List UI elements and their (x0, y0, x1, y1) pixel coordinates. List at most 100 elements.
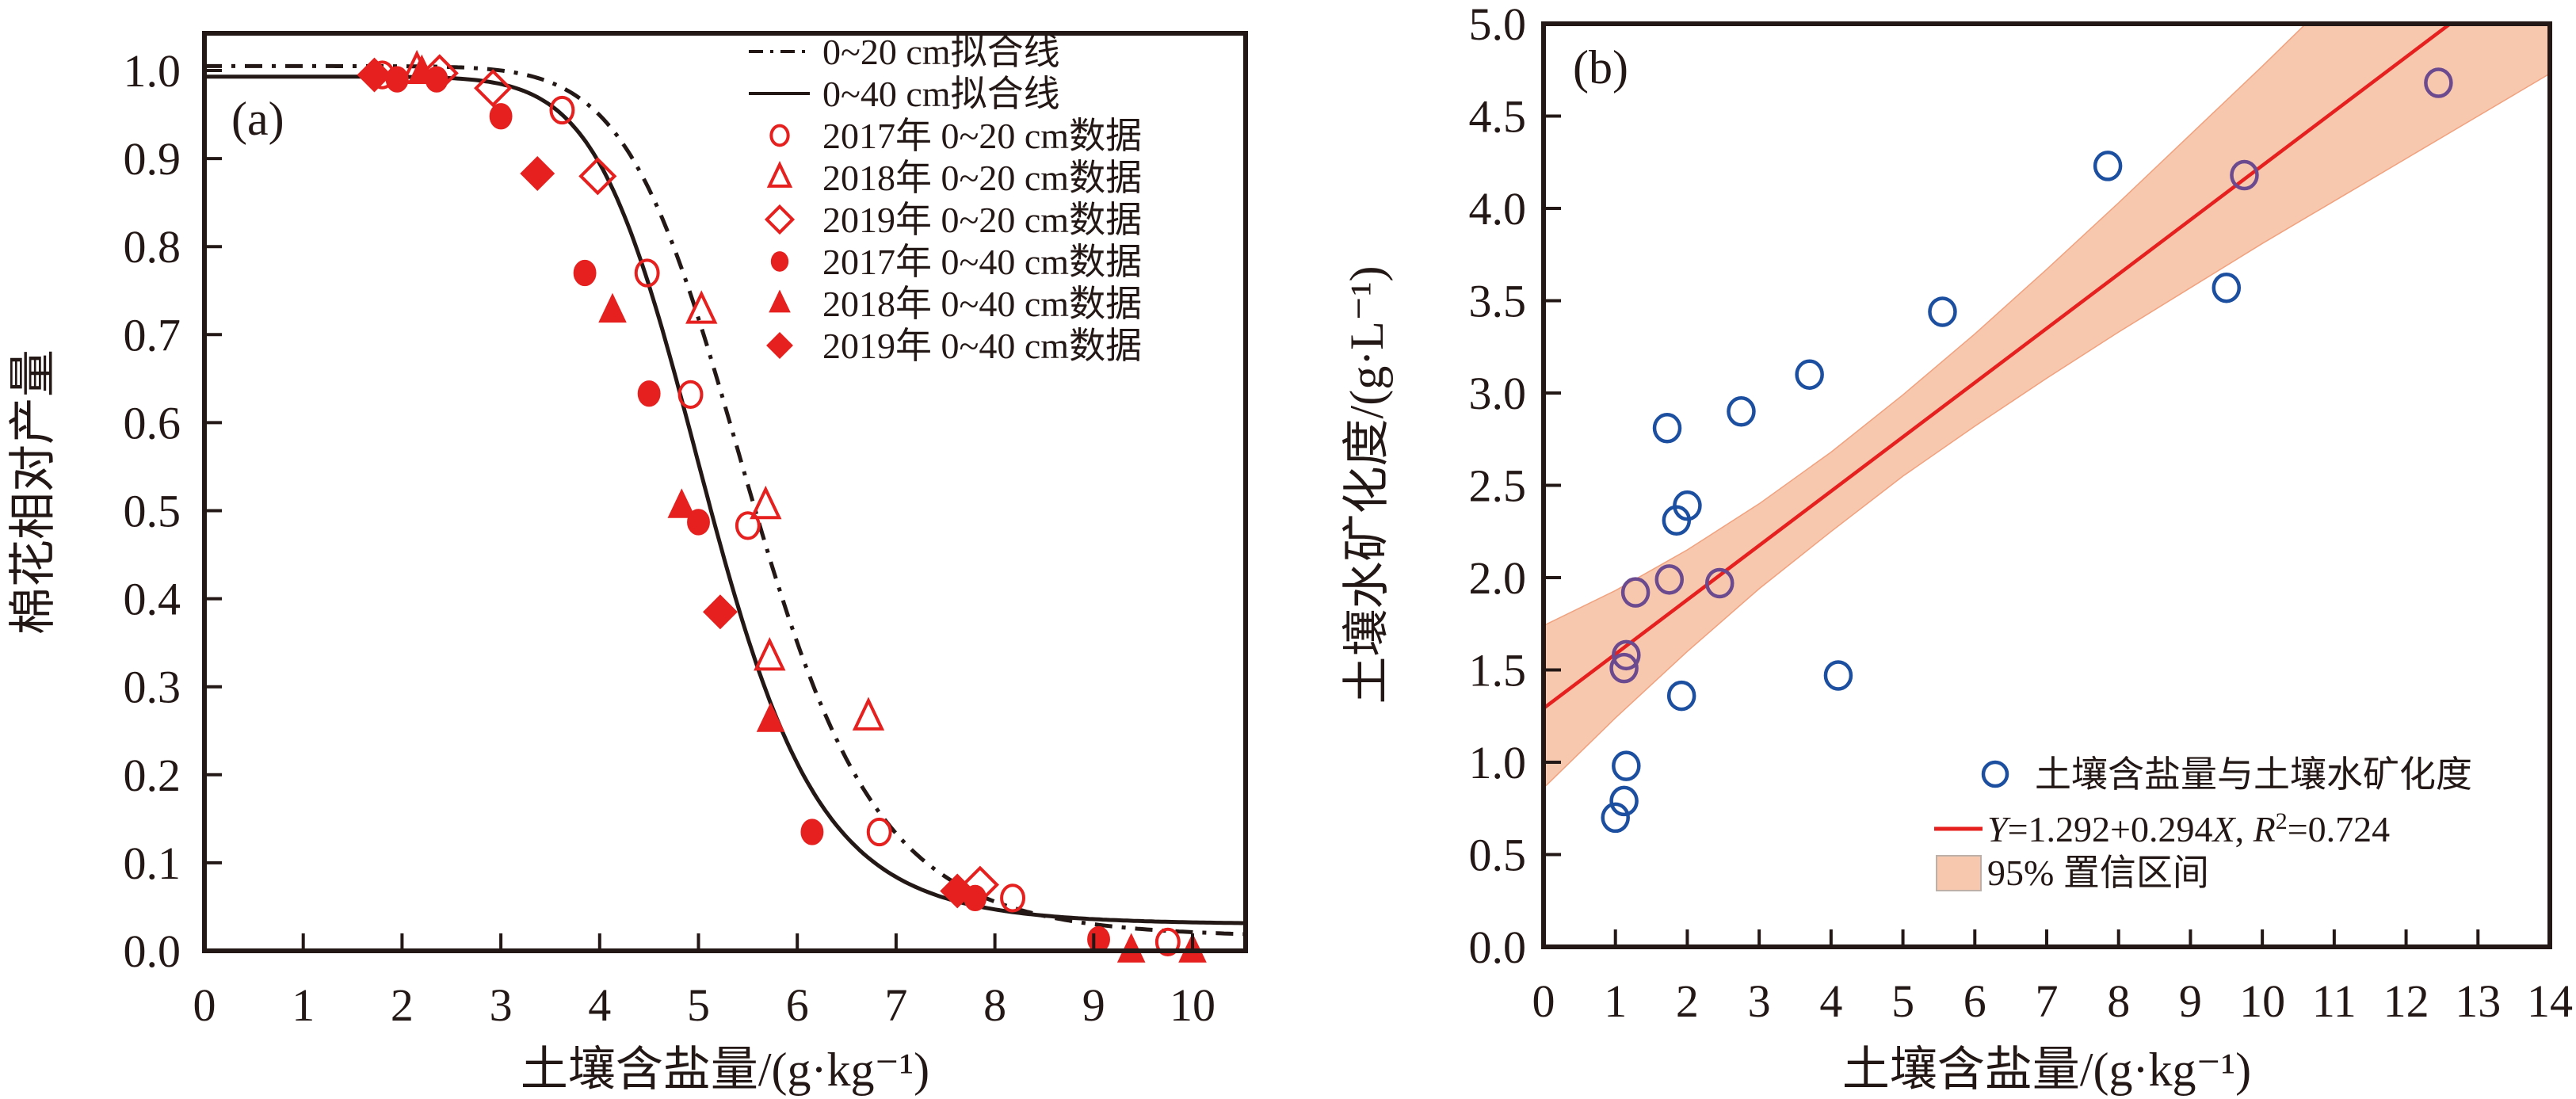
chart-a-point (549, 95, 575, 125)
chart-b-point (1727, 396, 1756, 427)
chart-b-x-tick-label: 7 (2036, 975, 2059, 1027)
chart-a-point (637, 380, 661, 407)
chart-a-x-tick-label: 1 (292, 979, 315, 1031)
chart-a-legend-label: 2018年 0~20 cm数据 (822, 158, 1142, 198)
chart-a-point (1000, 883, 1025, 913)
chart-a-legend-marker-icon (766, 160, 793, 188)
chart-b-point (1609, 652, 1639, 684)
chart-a-legend-marker-icon (770, 251, 789, 272)
chart-b-point (1612, 750, 1641, 781)
chart-b-regression-line (1544, 24, 2453, 710)
chart-b-point (1612, 639, 1641, 671)
chart-a-point (634, 258, 660, 288)
chart-b-x-tick-label: 0 (1532, 975, 1555, 1027)
chart-a-x-tick-label: 2 (391, 979, 414, 1031)
chart-a-legend-label: 0~40 cm拟合线 (822, 74, 1060, 114)
chart-b-y-tick-label: 4.0 (1469, 183, 1527, 235)
chart-b-y-axis-title: 土壤水矿化度/(g·L⁻¹) (1341, 266, 1393, 704)
chart-a-legend-label: 2019年 0~40 cm数据 (822, 326, 1142, 366)
chart-b-points (1601, 67, 2453, 834)
chart-b-x-tick-label: 13 (2455, 975, 2501, 1027)
chart-a-point (852, 696, 885, 731)
chart-a-y-tick-label: 0.2 (124, 750, 181, 801)
chart-a-point (1116, 933, 1146, 963)
chart-a-legend-label: 2017年 0~20 cm数据 (822, 116, 1142, 156)
chart-b-x-tick-label: 4 (1819, 975, 1842, 1027)
chart-b-y-tick-label: 3.5 (1469, 276, 1527, 327)
chart-b-legend-band-swatch-icon (1936, 855, 1982, 891)
chart-b-confidence-band (1544, 24, 2550, 789)
chart-a-legend-marker-icon (769, 124, 790, 147)
chart-a-x-tick-label: 0 (193, 979, 216, 1031)
chart-a-y-tick-label: 0.3 (124, 662, 181, 713)
chart-b-point (2230, 159, 2259, 191)
chart-b-point (1609, 785, 1639, 817)
chart-a-point (578, 157, 617, 196)
chart-a-point (756, 702, 785, 732)
chart-b-x-tick-label: 14 (2527, 975, 2573, 1027)
chart-b-x-tick-label: 10 (2239, 975, 2285, 1027)
chart-b: 0 1 2 3 4 5 6 7 8 9 10 11 12 13 14 0.00.51.01.52.02.53… (1341, 0, 2573, 1096)
chart-b-x-tick-label: 12 (2383, 975, 2429, 1027)
chart-b-x-tick-label: 11 (2312, 975, 2357, 1027)
chart-a-point (677, 380, 704, 409)
chart-b-x-tick-label: 1 (1604, 975, 1627, 1027)
chart-a-y-tick-label: 0.8 (124, 221, 181, 273)
chart-a-point (702, 594, 738, 630)
chart-b-point (1705, 567, 1735, 599)
chart-a-point (1087, 925, 1110, 953)
chart-b-y-tick-label: 1.5 (1469, 645, 1527, 696)
chart-a-point (750, 485, 782, 520)
chart-a-y-ticks: 0.0 0.1 0.2 0.3 0.4 0.5 0.6 0.7 0.8 0.9 1.0 (124, 45, 222, 977)
chart-b-y-tick-label: 0.5 (1469, 830, 1527, 881)
chart-b-x-tick-label: 9 (2179, 975, 2202, 1027)
chart-b-point (2093, 151, 2123, 181)
chart-a-series-3 (385, 66, 1110, 953)
chart-a-point (407, 54, 437, 85)
chart-a-legend-marker-icon (766, 332, 793, 359)
chart-a-point (866, 817, 892, 847)
chart-b-y-ticks: 0.0 0.5 1.0 1.5 2.0 2.5 3.0 3.5 4.0 4.5 5.0 (1469, 0, 1561, 973)
chart-a-y-tick-label: 0.0 (124, 925, 181, 977)
chart-a-point (754, 636, 786, 671)
chart-a-point (685, 290, 718, 324)
chart-b-point (1652, 413, 1682, 444)
chart-b-y-tick-label: 4.5 (1469, 91, 1527, 143)
chart-a-point (357, 57, 392, 93)
chart-a-y-tick-label: 0.4 (124, 574, 181, 625)
chart-b-y-tick-label: 3.0 (1469, 368, 1527, 419)
chart-a-y-tick-label: 1.0 (124, 45, 181, 97)
chart-b-x-ticks: 0 1 2 3 4 5 6 7 8 9 10 11 12 13 14 (1532, 929, 2573, 1027)
chart-a-x-tick-label: 8 (983, 979, 1006, 1031)
chart-a: 0 1 2 3 4 5 6 7 8 9 10 0.0 0.1 0.2 0.3 0.4 0.5 0.6 0.7 0.8… (7, 31, 1248, 1096)
chart-b-x-tick-label: 6 (1963, 975, 1986, 1027)
chart-b-y-tick-label: 5.0 (1469, 0, 1527, 50)
chart-b-legend: 土壤含盐量与土壤水矿化度 Y=1.292+0.294X, R2=0.724 95… (1934, 754, 2472, 893)
chart-a-plot-frame (202, 31, 1248, 953)
chart-a-x-ticks: 0 1 2 3 4 5 6 7 8 9 10 (193, 933, 1215, 1031)
chart-a-y-tick-label: 0.9 (124, 133, 181, 185)
chart-a-series-5 (357, 57, 975, 909)
chart-a-x-tick-label: 4 (588, 979, 611, 1031)
chart-b-point (2424, 67, 2453, 98)
chart-a-point (1154, 927, 1181, 957)
chart-b-x-tick-label: 5 (1891, 975, 1914, 1027)
chart-b-x-tick-label: 3 (1748, 975, 1771, 1027)
chart-b-point (1666, 680, 1696, 712)
chart-b-point (1601, 802, 1630, 834)
chart-b-legend-fit-label: Y=1.292+0.294X, R2=0.724 (1987, 808, 2390, 849)
chart-a-x-tick-label: 10 (1170, 979, 1215, 1031)
chart-b-x-axis-title: 土壤含盐量/(g·kg⁻¹) (1842, 1044, 2251, 1096)
chart-b-x-tick-label: 8 (2107, 975, 2130, 1027)
chart-a-legend-label: 2018年 0~40 cm数据 (822, 284, 1142, 324)
chart-b-y-tick-label: 2.5 (1469, 460, 1527, 512)
chart-a-legend-marker-icon (769, 289, 791, 313)
chart-a-point (385, 66, 409, 93)
chart-a-x-tick-label: 7 (884, 979, 907, 1031)
chart-a-point (573, 259, 597, 287)
chart-b-y-tick-label: 0.0 (1469, 922, 1527, 973)
chart-b-legend-marker-icon (1981, 760, 2009, 788)
chart-b-point (1823, 660, 1853, 691)
chart-a-legend-marker-icon (764, 204, 796, 235)
